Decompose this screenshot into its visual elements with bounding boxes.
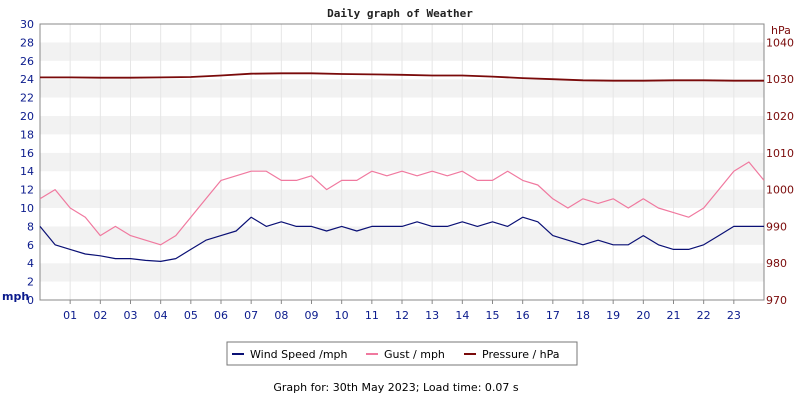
y-axis-left-unit: mph [2,290,29,303]
y-left-tick-label: 10 [20,202,34,215]
series-layer [39,72,765,262]
x-tick-label: 03 [124,309,138,322]
y-left-tick-label: 6 [27,239,34,252]
x-tick-label: 04 [154,309,168,322]
y-axis-right-unit: hPa [771,24,791,37]
y-right-tick-label: 1010 [766,147,794,160]
x-tick-label: 22 [697,309,711,322]
y-right-tick-label: 1020 [766,110,794,123]
y-left-tick-label: 24 [20,73,34,86]
y-left-tick-label: 12 [20,184,34,197]
x-tick-label: 01 [63,309,77,322]
x-tick-label: 13 [425,309,439,322]
y-right-tick-label: 970 [766,294,787,307]
x-tick-label: 07 [244,309,258,322]
x-tick-label: 08 [274,309,288,322]
legend-label: Gust / mph [384,348,445,361]
y-left-tick-label: 16 [20,147,34,160]
series-line-wind [39,216,764,262]
y-right-tick-label: 1000 [766,184,794,197]
y-right-tick-label: 980 [766,257,787,270]
y-left-tick-label: 30 [20,18,34,31]
series-line-pressure [40,72,764,82]
y-left-tick-label: 28 [20,36,34,49]
y-right-tick-label: 990 [766,220,787,233]
y-left-tick-label: 2 [27,276,34,289]
y-left-tick-label: 18 [20,128,34,141]
footer-load-info: Graph for: 30th May 2023; Load time: 0.0… [273,381,519,394]
x-tick-label: 14 [455,309,469,322]
y-right-tick-label: 1030 [766,73,794,86]
y-left-tick-label: 0 [27,294,34,307]
x-tick-label: 16 [516,309,530,322]
y-left-tick-label: 20 [20,110,34,123]
y-left-tick-label: 14 [20,165,34,178]
x-tick-label: 19 [606,309,620,322]
x-tick-label: 11 [365,309,379,322]
y-left-tick-label: 26 [20,55,34,68]
series-line-gust [39,161,765,246]
legend-box [226,341,578,366]
x-tick-label: 17 [546,309,560,322]
chart-title: Daily graph of Weather [327,7,473,20]
x-tick-label: 18 [576,309,590,322]
y-right-tick-label: 1040 [766,36,794,49]
x-tick-label: 02 [93,309,107,322]
legend: Wind Speed /mph Gust / mph Pressure / hPa [226,341,578,366]
legend-label: Wind Speed /mph [250,348,348,361]
x-axis-ticks: 01 02 03 04 05 06 07 08 09 10 11 12 13 14 15 16 17 18 19 20… [63,300,741,322]
x-tick-label: 12 [395,309,409,322]
x-tick-label: 21 [667,309,681,322]
x-tick-label: 15 [486,309,500,322]
x-tick-label: 05 [184,309,198,322]
y-axis-right-ticks: 970 980 990 1000 1010 1020 1030 1040 [766,36,794,307]
x-tick-label: 10 [335,309,349,322]
y-left-tick-label: 8 [27,220,34,233]
legend-label: Pressure / hPa [482,348,560,361]
x-tick-label: 20 [636,309,650,322]
y-left-tick-label: 4 [27,257,34,270]
x-tick-label: 23 [727,309,741,322]
x-tick-label: 06 [214,309,228,322]
plot-gridlines [69,24,735,300]
x-tick-label: 09 [305,309,319,322]
y-left-tick-label: 22 [20,92,34,105]
